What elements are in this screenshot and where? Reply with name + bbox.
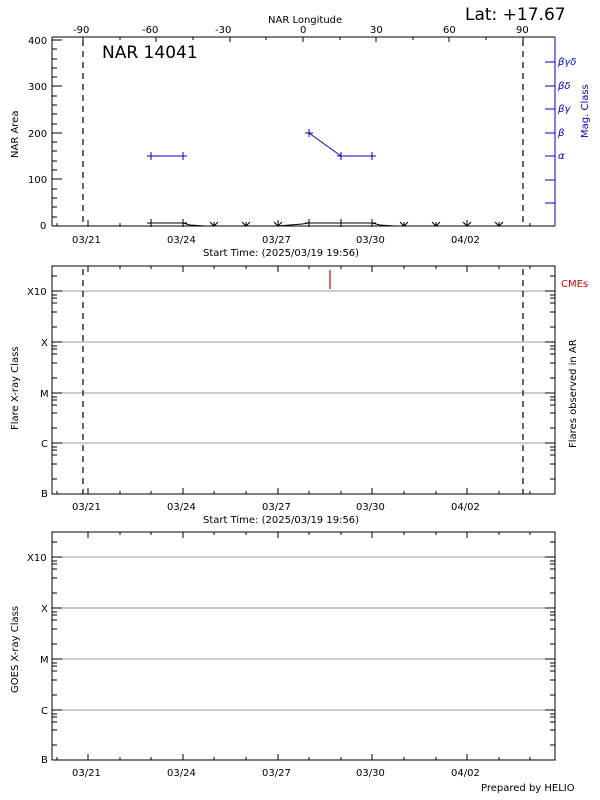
mag-class-series bbox=[147, 129, 376, 160]
y-axis-ticks-area: 400 300 200 100 0 bbox=[28, 36, 47, 232]
top-axis-ticks: -90 -60 -30 0 30 60 90 bbox=[73, 25, 529, 36]
svg-text:βδ: βδ bbox=[557, 81, 571, 92]
svg-text:-90: -90 bbox=[73, 25, 89, 36]
svg-text:03/24: 03/24 bbox=[167, 502, 196, 513]
svg-text:X10: X10 bbox=[27, 287, 47, 298]
svg-text:60: 60 bbox=[443, 25, 456, 36]
x-axis-ticks-p1: 03/21 03/24 03/27 03/30 04/02 bbox=[72, 235, 480, 246]
svg-text:-60: -60 bbox=[142, 25, 158, 36]
panel-nar-area: 400 300 200 100 0 NAR Area 0 bbox=[10, 36, 591, 259]
svg-text:X10: X10 bbox=[27, 553, 47, 564]
svg-text:α: α bbox=[558, 151, 565, 162]
x-axis-label-p2: Start Time: (2025/03/19 19:56) bbox=[203, 515, 359, 526]
svg-text:03/21: 03/21 bbox=[72, 502, 101, 513]
x-axis-ticks-p3: 03/21 03/24 03/27 03/30 04/02 bbox=[72, 768, 480, 779]
svg-text:X: X bbox=[41, 604, 48, 615]
x-axis-ticks-p2: 03/21 03/24 03/27 03/30 04/02 bbox=[72, 502, 480, 513]
svg-text:-30: -30 bbox=[215, 25, 231, 36]
mag-class-label: Mag. Class bbox=[580, 84, 591, 138]
cme-label: CMEs bbox=[561, 279, 588, 290]
svg-text:βγδ: βγδ bbox=[557, 57, 576, 68]
svg-text:03/27: 03/27 bbox=[262, 768, 291, 779]
svg-text:03/24: 03/24 bbox=[167, 235, 196, 246]
ar-title: NAR 14041 bbox=[102, 43, 198, 63]
svg-text:0: 0 bbox=[300, 25, 306, 36]
svg-text:βγ: βγ bbox=[557, 104, 571, 115]
svg-text:03/30: 03/30 bbox=[356, 235, 385, 246]
svg-text:400: 400 bbox=[28, 36, 47, 47]
svg-text:30: 30 bbox=[370, 25, 383, 36]
top-axis-title: NAR Longitude bbox=[268, 15, 342, 26]
svg-text:100: 100 bbox=[28, 175, 47, 186]
svg-text:C: C bbox=[41, 706, 48, 717]
y-axis-label-goes: GOES X-ray Class bbox=[10, 606, 21, 693]
mag-class-ticks: βγδ βδ βγ β α bbox=[557, 57, 576, 162]
svg-text:0: 0 bbox=[40, 221, 46, 232]
svg-text:β: β bbox=[557, 128, 565, 139]
svg-text:M: M bbox=[40, 389, 49, 400]
credit-footer: Prepared by HELIO bbox=[481, 783, 575, 794]
svg-text:300: 300 bbox=[28, 82, 47, 93]
x-axis-label-p1: Start Time: (2025/03/19 19:56) bbox=[203, 248, 359, 259]
svg-text:03/21: 03/21 bbox=[72, 768, 101, 779]
svg-text:B: B bbox=[41, 489, 48, 500]
svg-text:03/30: 03/30 bbox=[356, 768, 385, 779]
svg-text:04/02: 04/02 bbox=[451, 502, 480, 513]
svg-text:04/02: 04/02 bbox=[451, 235, 480, 246]
latitude-label: Lat: +17.67 bbox=[465, 5, 566, 25]
svg-text:B: B bbox=[41, 755, 48, 766]
svg-text:03/27: 03/27 bbox=[262, 502, 291, 513]
y-axis-ticks-goes: X10 X M C B bbox=[27, 553, 49, 766]
svg-text:03/21: 03/21 bbox=[72, 235, 101, 246]
svg-text:90: 90 bbox=[516, 25, 529, 36]
panel-flares: X10 X M C B Flare X-ray Class Flares obs… bbox=[10, 265, 588, 526]
svg-text:03/24: 03/24 bbox=[167, 768, 196, 779]
panel-goes: X10 X M C B GOES X-ray Class bbox=[10, 531, 556, 779]
svg-text:03/27: 03/27 bbox=[262, 235, 291, 246]
svg-text:C: C bbox=[41, 439, 48, 450]
y-axis-ticks-flares: X10 X M C B bbox=[27, 287, 49, 500]
svg-text:04/02: 04/02 bbox=[451, 768, 480, 779]
svg-text:03/30: 03/30 bbox=[356, 502, 385, 513]
right-label-flares: Flares observed in AR bbox=[568, 339, 579, 448]
y-axis-label-area: NAR Area bbox=[10, 111, 21, 158]
svg-text:X: X bbox=[41, 338, 48, 349]
svg-text:M: M bbox=[40, 655, 49, 666]
y-axis-label-flares: Flare X-ray Class bbox=[10, 347, 21, 431]
svg-text:200: 200 bbox=[28, 129, 47, 140]
nar-area-series bbox=[147, 219, 504, 227]
